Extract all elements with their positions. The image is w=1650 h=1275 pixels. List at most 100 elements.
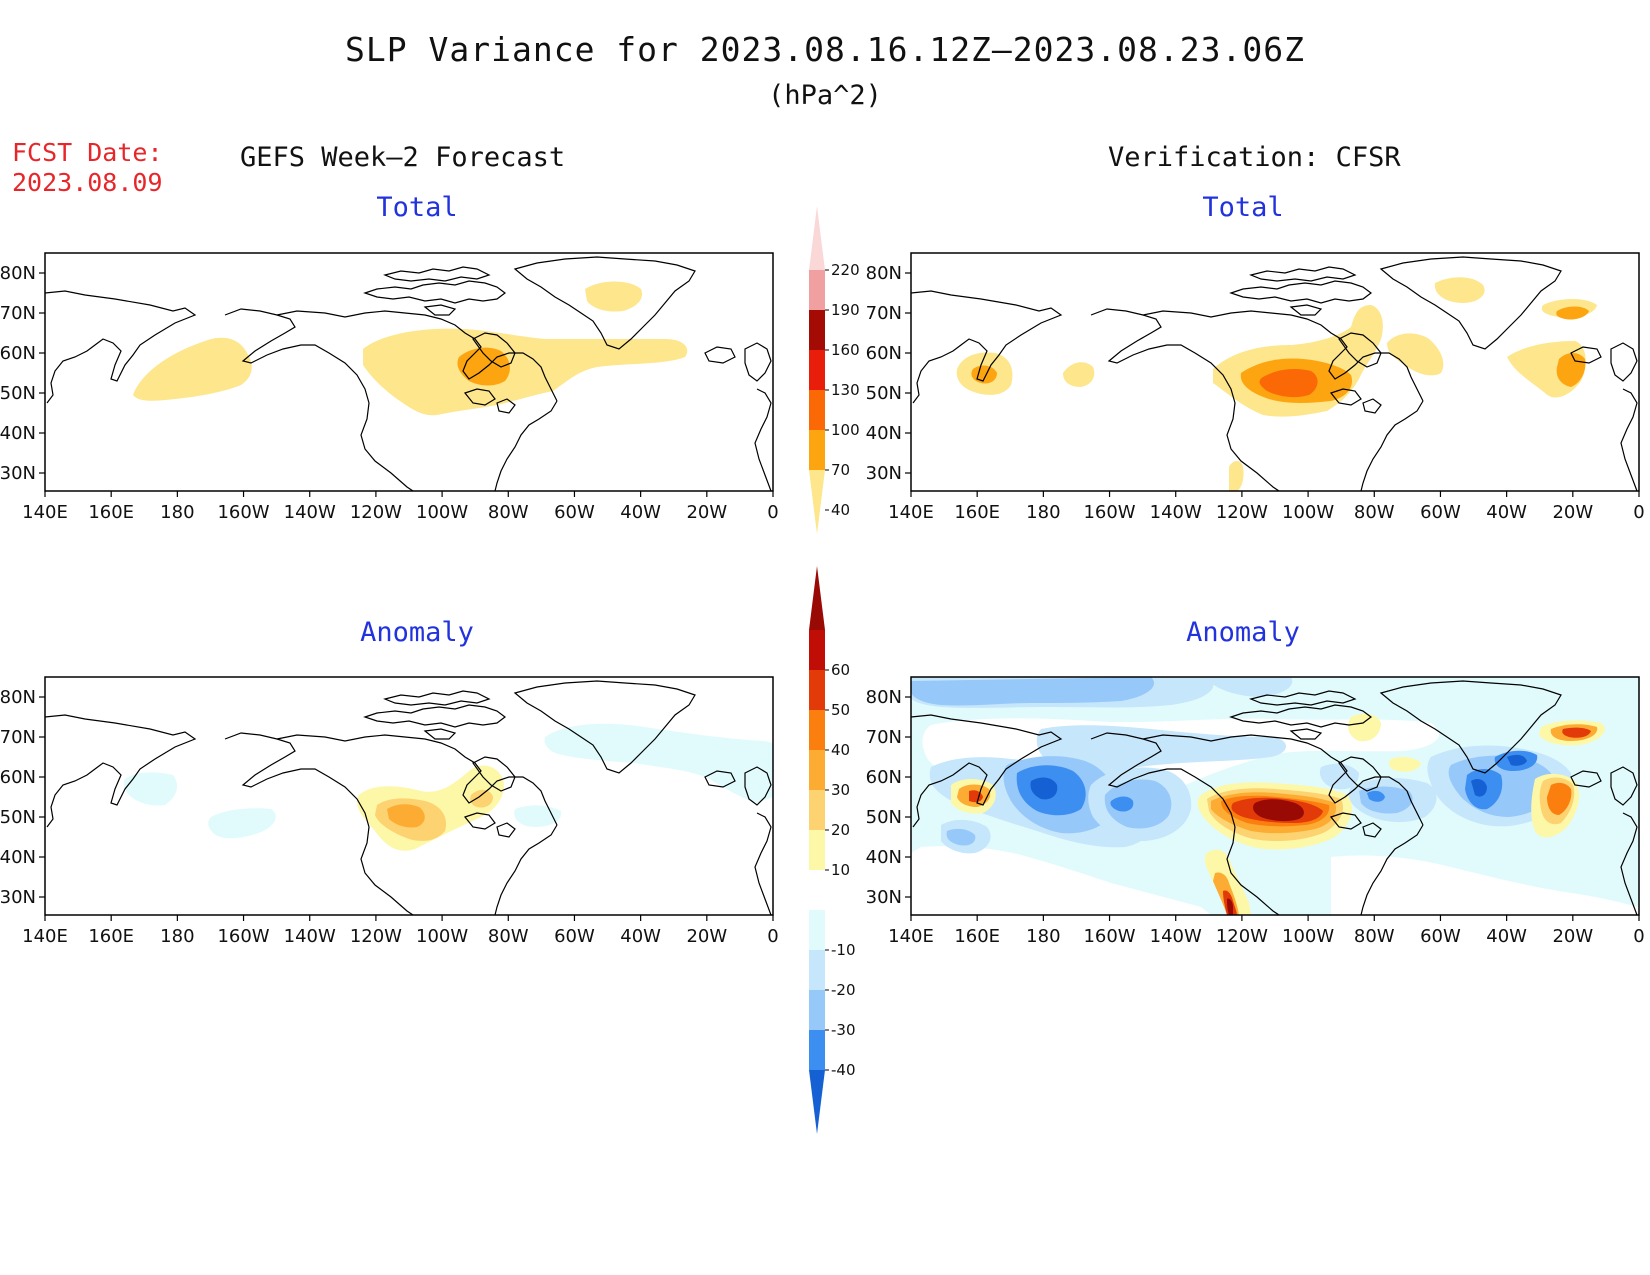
lat-tick-label: 80N	[866, 687, 902, 708]
colorbar-segment	[809, 990, 825, 1030]
colorbar-segment	[809, 750, 825, 790]
verification-column-title: Verification: CFSR	[1108, 142, 1401, 173]
lon-tick-label: 40W	[620, 926, 661, 947]
lon-tick-label: 60W	[1420, 926, 1461, 947]
lon-tick-label: 140E	[22, 502, 68, 523]
lon-tick-label: 120W	[1216, 502, 1268, 523]
lon-tick-label: 140W	[1150, 926, 1202, 947]
lat-tick-label: 70N	[0, 303, 36, 324]
colorbar-segment	[809, 430, 825, 470]
lon-tick-label: 140W	[1150, 502, 1202, 523]
lon-tick-label: 180	[160, 502, 194, 523]
colorbar-segment	[809, 790, 825, 830]
verification-total-title: Total	[1202, 192, 1284, 223]
lat-tick-label: 80N	[0, 263, 36, 284]
lat-tick-label: 60N	[0, 343, 36, 364]
lat-tick-label: 60N	[0, 767, 36, 788]
lat-tick-label: 30N	[866, 463, 902, 484]
lat-tick-label: 80N	[0, 687, 36, 708]
colorbar-tick-label: -10	[831, 941, 856, 959]
colorbar-tick-label: 70	[831, 461, 850, 479]
colorbar-segment	[809, 830, 825, 870]
lon-tick-label: 20W	[686, 926, 727, 947]
colorbar-segment	[809, 630, 825, 670]
colorbar-segment	[809, 670, 825, 710]
lon-tick-label: 120W	[350, 502, 402, 523]
forecast-total-title: Total	[376, 192, 458, 223]
lon-tick-label: 160W	[217, 502, 269, 523]
lon-tick-label: 80W	[488, 926, 529, 947]
lat-tick-label: 60N	[866, 343, 902, 364]
lat-tick-label: 80N	[866, 263, 902, 284]
lat-tick-label: 50N	[866, 383, 902, 404]
lon-tick-label: 40W	[620, 502, 661, 523]
colorbar-tick-label: 190	[831, 301, 860, 319]
lon-tick-label: 0	[1633, 502, 1644, 523]
lon-tick-label: 80W	[1354, 926, 1395, 947]
colorbar-segment	[809, 1070, 825, 1134]
colorbar-segment	[809, 710, 825, 750]
lon-tick-label: 180	[1026, 502, 1060, 523]
lat-tick-label: 50N	[0, 383, 36, 404]
forecast-total-map	[44, 252, 774, 492]
colorbar-segment	[809, 310, 825, 350]
colorbar-tick-label: 30	[831, 781, 850, 799]
lon-tick-label: 180	[160, 926, 194, 947]
forecast-anomaly-title: Anomaly	[360, 617, 474, 648]
lon-tick-label: 100W	[1282, 502, 1334, 523]
lon-tick-label: 160E	[88, 502, 134, 523]
lon-tick-label: 20W	[1552, 926, 1593, 947]
lon-tick-label: 40W	[1486, 926, 1527, 947]
colorbar-tick-label: -40	[831, 1061, 856, 1079]
lon-tick-label: 60W	[554, 926, 595, 947]
colorbar-tick-label: 130	[831, 381, 860, 399]
lon-tick-label: 160W	[1083, 926, 1135, 947]
lon-tick-label: 180	[1026, 926, 1060, 947]
lon-tick-label: 160W	[1083, 502, 1135, 523]
colorbar-tick-label: 100	[831, 421, 860, 439]
lat-tick-label: 50N	[866, 807, 902, 828]
lon-tick-label: 160E	[954, 502, 1000, 523]
forecast-column-title: GEFS Week—2 Forecast	[240, 142, 566, 173]
page-title: SLP Variance for 2023.08.16.12Z—2023.08.…	[345, 30, 1305, 69]
colorbar-tick-label: -30	[831, 1021, 856, 1039]
lat-tick-label: 70N	[866, 303, 902, 324]
lat-tick-label: 70N	[0, 727, 36, 748]
total-colorbar: 40 70 100 130 160 190 220	[809, 206, 860, 534]
lon-tick-label: 100W	[416, 502, 468, 523]
colorbar-tick-label: -20	[831, 981, 856, 999]
colorbar-segment	[809, 270, 825, 310]
lon-tick-label: 60W	[554, 502, 595, 523]
lon-tick-label: 140E	[888, 502, 934, 523]
lon-tick-label: 20W	[1552, 502, 1593, 523]
colorbar-tick-label: 10	[831, 861, 850, 879]
lon-tick-label: 80W	[1354, 502, 1395, 523]
lat-tick-label: 70N	[866, 727, 902, 748]
lat-tick-label: 30N	[0, 887, 36, 908]
lat-tick-label: 40N	[0, 847, 36, 868]
colorbar-tick-label: 60	[831, 661, 850, 679]
lon-tick-label: 160W	[217, 926, 269, 947]
colorbar-segment	[809, 350, 825, 390]
lon-tick-label: 0	[767, 926, 778, 947]
lat-tick-label: 30N	[866, 887, 902, 908]
lon-tick-label: 140W	[284, 502, 336, 523]
lon-tick-label: 100W	[416, 926, 468, 947]
verification-anomaly-map	[910, 676, 1640, 916]
colorbar-segment	[809, 390, 825, 430]
lon-tick-label: 140E	[888, 926, 934, 947]
colorbar-tick-label: 40	[831, 741, 850, 759]
colorbar-tick-label: 220	[831, 261, 860, 279]
colorbar-segment	[809, 910, 825, 950]
colorbar-tick-label: 40	[831, 501, 850, 519]
anomaly-colorbar: -40 -30 -20 -10 10 20 30 40 50 60	[809, 566, 856, 1134]
lon-tick-label: 80W	[488, 502, 529, 523]
colorbar-segment	[809, 566, 825, 630]
forecast-anomaly-map	[44, 676, 774, 916]
colorbar-segment	[809, 206, 825, 270]
lon-tick-label: 60W	[1420, 502, 1461, 523]
colorbar-segment	[809, 950, 825, 990]
colorbar-tick-label: 50	[831, 701, 850, 719]
colorbar-tick-label: 20	[831, 821, 850, 839]
